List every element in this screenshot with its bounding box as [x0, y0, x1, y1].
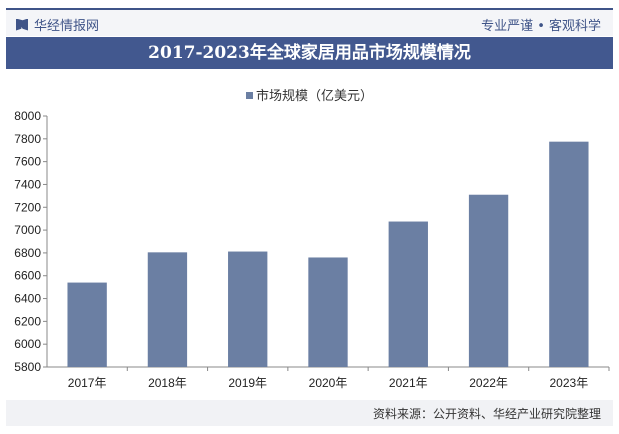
legend-label: 市场规模（亿美元） — [255, 89, 373, 104]
y-tick-label: 7000 — [14, 223, 41, 237]
y-tick-label: 6200 — [14, 314, 41, 328]
x-tick-label: 2023年 — [550, 376, 589, 390]
bar-2018年 — [147, 252, 188, 367]
y-tick-label: 7600 — [14, 155, 41, 169]
y-tick-label: 6600 — [14, 269, 41, 283]
book-logo-icon — [16, 18, 28, 31]
slogan: 专业严谨 • 客观科学 — [481, 19, 601, 34]
chart-title: 2017-2023年全球家居用品市场规模情况 — [6, 37, 613, 69]
y-tick-label: 6800 — [14, 246, 41, 260]
x-tick-label: 2018年 — [148, 376, 187, 390]
y-tick-label: 7400 — [14, 177, 41, 191]
x-tick-label: 2017年 — [68, 376, 107, 390]
x-tick-label: 2020年 — [309, 376, 348, 390]
y-tick-label: 7800 — [14, 132, 41, 146]
bar-2017年 — [67, 282, 107, 367]
y-tick-label: 5800 — [14, 360, 41, 374]
legend-swatch — [245, 92, 253, 99]
y-tick-label: 6000 — [14, 337, 41, 351]
bar-2022年 — [468, 194, 509, 367]
legend: 市场规模（亿美元） — [0, 85, 619, 104]
brand: 华经情报网 — [16, 15, 99, 34]
bar-2019年 — [228, 251, 268, 367]
top-bar — [6, 10, 613, 36]
y-tick-label: 8000 — [14, 109, 41, 123]
y-tick-label: 6400 — [14, 292, 41, 306]
bar-2021年 — [388, 221, 428, 367]
footer-bar — [6, 400, 613, 426]
bar-2023年 — [549, 141, 589, 367]
x-tick-label: 2021年 — [389, 376, 428, 390]
x-tick-label: 2022年 — [469, 376, 508, 390]
y-tick-label: 7200 — [14, 200, 41, 214]
x-tick-label: 2019年 — [228, 376, 267, 390]
brand-name: 华经情报网 — [34, 19, 100, 34]
bar-2020年 — [308, 257, 348, 367]
source-note: 资料来源：公开资料、华经产业研究院整理 — [372, 407, 601, 421]
